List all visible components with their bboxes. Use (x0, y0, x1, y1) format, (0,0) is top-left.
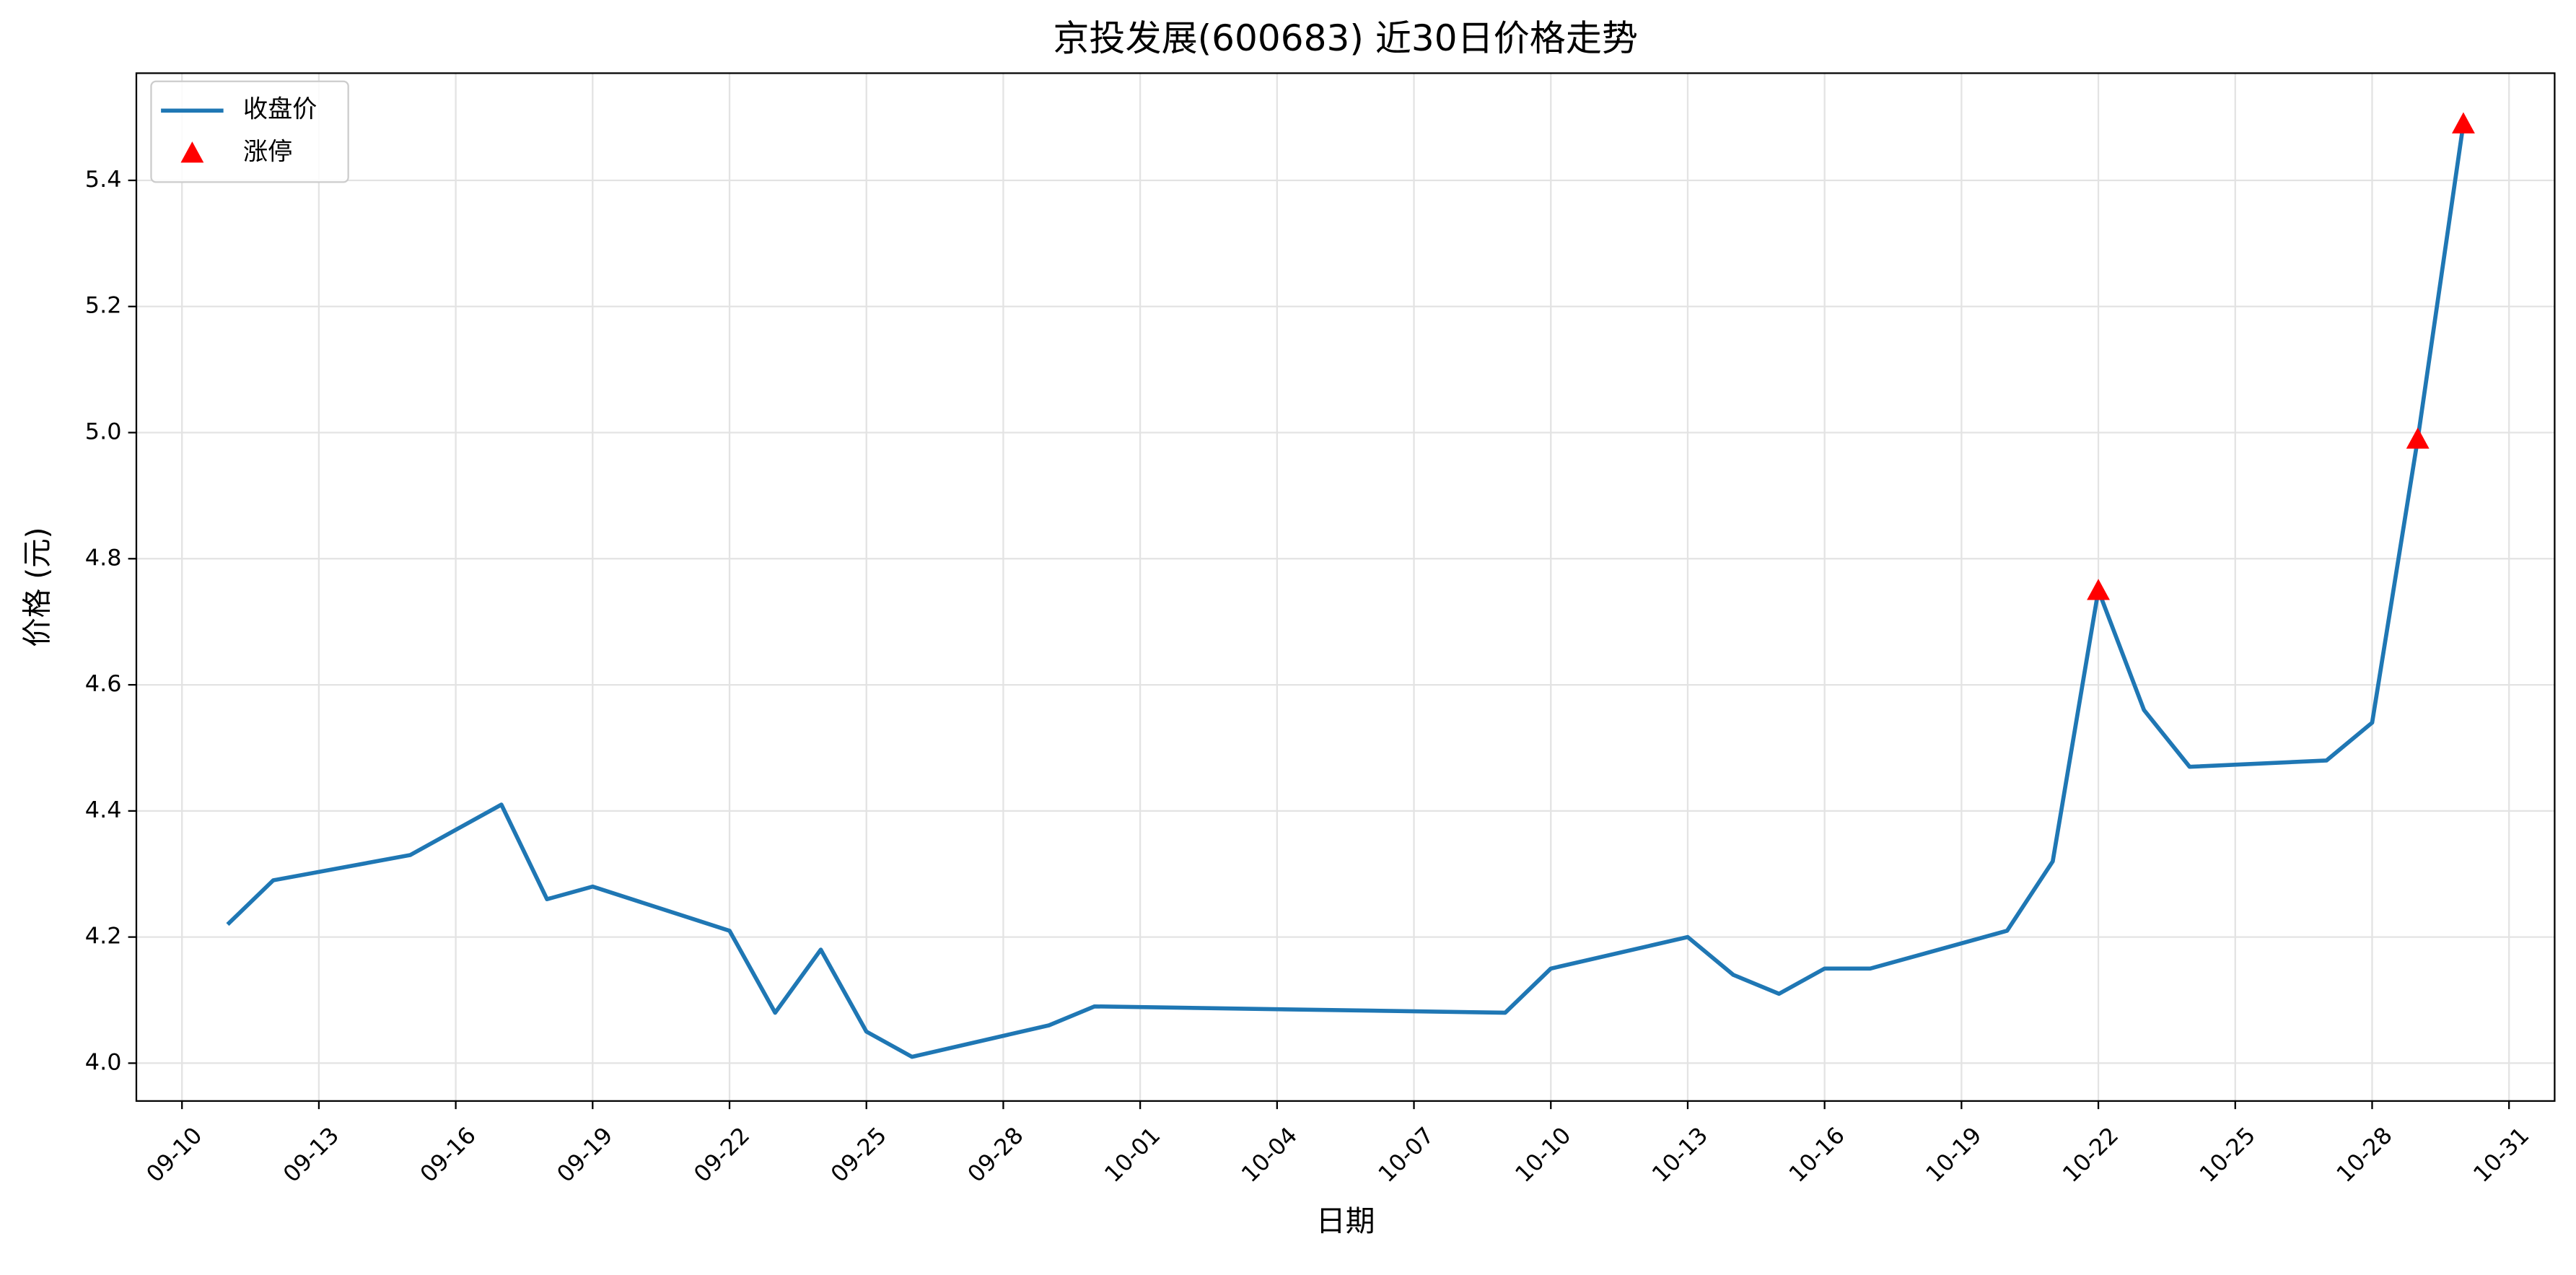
y-tick-label: 4.8 (85, 545, 122, 571)
plot-frame (135, 72, 2556, 1102)
x-axis-label: 日期 (1316, 1204, 1375, 1238)
y-tick-label: 4.2 (85, 924, 122, 950)
legend-marker (180, 141, 204, 163)
y-tick-label: 5.0 (85, 419, 122, 445)
legend-label: 涨停 (243, 137, 292, 166)
y-tick-label: 4.4 (85, 797, 122, 823)
chart-title: 京投发展(600683) 近30日价格走势 (1053, 17, 1638, 59)
plot-area (226, 112, 2475, 1059)
limit-up-marker (2406, 427, 2430, 449)
y-axis-label: 价格 (元) (20, 527, 55, 647)
limit-up-marker (2451, 112, 2475, 133)
y-tick-label: 5.2 (85, 293, 122, 319)
limit-up-marker (2087, 579, 2110, 600)
y-tick-label: 5.4 (85, 167, 122, 193)
y-tick-label: 4.0 (85, 1050, 122, 1076)
legend-label: 收盘价 (243, 95, 317, 124)
grid (136, 73, 2555, 1101)
y-tick-label: 4.6 (85, 671, 122, 697)
price-line (226, 123, 2466, 1059)
